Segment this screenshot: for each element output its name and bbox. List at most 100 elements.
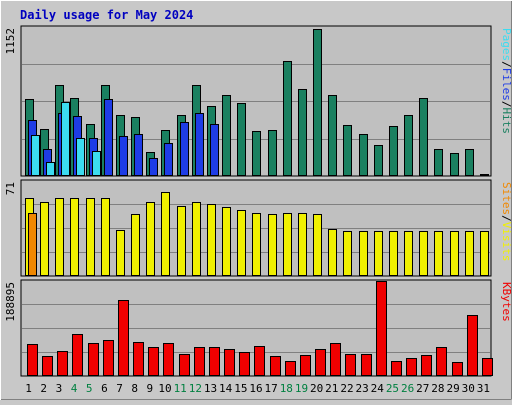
legend-separator: /	[500, 101, 512, 108]
x-tick-day-17: 17	[265, 382, 278, 395]
visits-sites-bar-visits-day-4	[70, 198, 79, 276]
hits-files-pages-bar-files-day-6	[104, 99, 113, 176]
kbytes-bar-kbytes-day-2	[42, 356, 53, 376]
x-tick-day-19: 19	[295, 382, 308, 395]
hits-files-pages-bar-hits-day-26	[404, 115, 413, 176]
visits-sites-bar-visits-day-29	[450, 231, 459, 276]
panel-2-ymax-label: 188895	[4, 282, 17, 322]
visits-sites-bar-visits-day-16	[252, 213, 261, 276]
kbytes-bar-kbytes-day-21	[330, 343, 341, 376]
legend-pages: Pages	[500, 28, 512, 61]
hits-files-pages-bar-hits-day-17	[268, 130, 277, 176]
legend-panel-1: Sites/Visits	[500, 182, 512, 262]
kbytes-bar-kbytes-day-7	[118, 300, 129, 376]
hits-files-pages-bar-hits-day-20	[313, 29, 322, 176]
kbytes-bar-kbytes-day-9	[148, 347, 159, 376]
hits-files-pages-bar-hits-day-22	[343, 125, 352, 176]
visits-sites-bar-visits-day-20	[313, 214, 322, 276]
visits-sites-bar-visits-day-9	[146, 202, 155, 276]
kbytes-bar-kbytes-day-24	[376, 281, 387, 376]
x-tick-day-26: 26	[401, 382, 414, 395]
x-tick-day-1: 1	[25, 382, 32, 395]
kbytes-bar-kbytes-day-29	[452, 362, 463, 376]
hits-files-pages-bar-files-day-10	[164, 143, 173, 176]
legend-separator: /	[500, 61, 512, 68]
visits-sites-bar-visits-day-17	[268, 214, 277, 276]
hits-files-pages-bar-files-day-13	[210, 124, 219, 176]
hits-files-pages-bar-hits-day-25	[389, 126, 398, 176]
x-tick-day-13: 13	[204, 382, 217, 395]
kbytes-bar-kbytes-day-23	[361, 354, 372, 376]
visits-sites-bar-visits-day-27	[419, 231, 428, 276]
x-tick-day-30: 30	[462, 382, 475, 395]
kbytes-bar-kbytes-day-27	[421, 355, 432, 376]
x-tick-day-25: 25	[386, 382, 399, 395]
x-tick-day-5: 5	[86, 382, 93, 395]
kbytes-bar-kbytes-day-14	[224, 349, 235, 376]
x-tick-day-9: 9	[147, 382, 154, 395]
hits-files-pages-bar-files-day-8	[134, 134, 143, 176]
legend-panel-2: KBytes	[500, 282, 512, 322]
visits-sites-bar-visits-day-2	[40, 202, 49, 276]
kbytes-bar-kbytes-day-19	[300, 355, 311, 376]
visits-sites-bar-visits-day-5	[86, 198, 95, 276]
x-tick-day-11: 11	[174, 382, 187, 395]
visits-sites-bar-visits-day-28	[434, 231, 443, 276]
hits-files-pages-bar-hits-day-24	[374, 145, 383, 176]
x-tick-day-8: 8	[131, 382, 138, 395]
kbytes-bar-kbytes-day-16	[254, 346, 265, 376]
x-tick-day-10: 10	[158, 382, 171, 395]
x-tick-day-16: 16	[249, 382, 262, 395]
kbytes-bar-kbytes-day-30	[467, 315, 478, 376]
hits-files-pages-bar-files-day-7	[119, 136, 128, 176]
kbytes-bar-kbytes-day-13	[209, 347, 220, 376]
hits-files-pages-bar-files-day-9	[149, 158, 158, 176]
x-tick-day-7: 7	[116, 382, 123, 395]
x-tick-day-21: 21	[325, 382, 338, 395]
hits-files-pages-bar-hits-day-31	[480, 174, 489, 176]
kbytes-bar-kbytes-day-1	[27, 344, 38, 376]
hits-files-pages-bar-pages-day-1	[31, 135, 40, 176]
x-tick-day-15: 15	[234, 382, 247, 395]
visits-sites-bar-visits-day-21	[328, 229, 337, 276]
hits-files-pages-bar-hits-day-23	[359, 134, 368, 176]
kbytes-bar-kbytes-day-8	[133, 342, 144, 376]
legend-visits: Visits	[500, 222, 512, 262]
hits-files-pages-bar-pages-day-3	[61, 102, 70, 176]
hits-files-pages-bar-files-day-12	[195, 113, 204, 176]
visits-sites-bar-visits-day-8	[131, 214, 140, 276]
visits-sites-bar-visits-day-25	[389, 231, 398, 276]
visits-sites-bar-visits-day-3	[55, 198, 64, 276]
visits-sites-bar-visits-day-30	[465, 231, 474, 276]
x-tick-day-24: 24	[371, 382, 385, 395]
legend-separator: /	[500, 215, 512, 222]
hits-files-pages-bar-hits-day-18	[283, 61, 292, 176]
x-tick-day-20: 20	[310, 382, 323, 395]
legend-hits: Hits	[500, 108, 512, 135]
kbytes-bar-kbytes-day-10	[163, 343, 174, 376]
kbytes-bar-kbytes-day-20	[315, 349, 326, 376]
panel-1-ymax-label: 71	[4, 182, 17, 195]
x-tick-day-3: 3	[56, 382, 63, 395]
hits-files-pages-bar-hits-day-19	[298, 89, 307, 176]
x-tick-day-29: 29	[446, 382, 459, 395]
kbytes-bar-kbytes-day-28	[436, 347, 447, 376]
visits-sites-bar-visits-day-12	[192, 202, 201, 276]
hits-files-pages-bar-hits-day-21	[328, 95, 337, 176]
panel-0-ymax-label: 1152	[4, 28, 17, 55]
hits-files-pages-bar-hits-day-28	[434, 149, 443, 176]
kbytes-bar-kbytes-day-4	[72, 334, 83, 376]
kbytes-bar-kbytes-day-3	[57, 351, 68, 376]
x-tick-day-31: 31	[477, 382, 490, 395]
hits-files-pages-bar-hits-day-14	[222, 95, 231, 176]
kbytes-bar-kbytes-day-18	[285, 361, 296, 376]
kbytes-bar-kbytes-day-25	[391, 361, 402, 376]
hits-files-pages-bar-hits-day-30	[465, 149, 474, 176]
visits-sites-bar-visits-day-18	[283, 213, 292, 276]
x-tick-day-27: 27	[416, 382, 429, 395]
visits-sites-bar-visits-day-23	[359, 231, 368, 276]
kbytes-bar-kbytes-day-6	[103, 340, 114, 376]
legend-sites: Sites	[500, 182, 512, 215]
visits-sites-bar-visits-day-26	[404, 231, 413, 276]
x-tick-day-4: 4	[71, 382, 78, 395]
